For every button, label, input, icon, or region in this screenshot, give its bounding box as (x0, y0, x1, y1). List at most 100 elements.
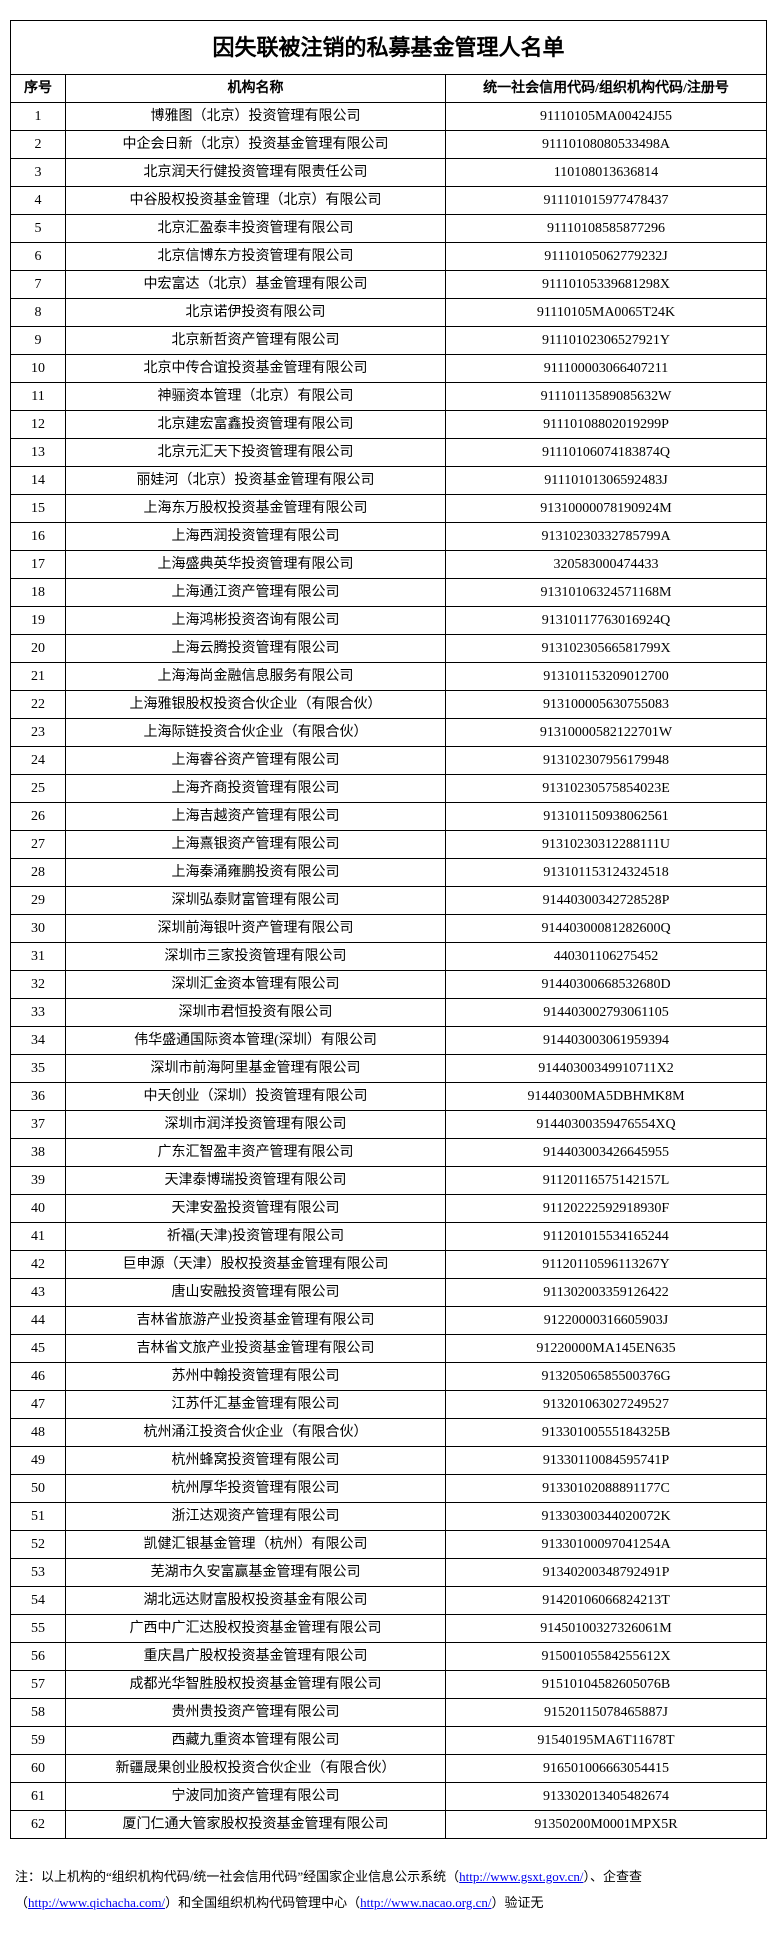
table-row: 47江苏仟汇基金管理有限公司913201063027249527 (11, 1391, 767, 1419)
cell-seq: 28 (11, 859, 66, 887)
cell-code: 916501006663054415 (446, 1755, 767, 1783)
col-header-name: 机构名称 (66, 75, 446, 103)
table-row: 53芜湖市久安富赢基金管理有限公司91340200348792491P (11, 1559, 767, 1587)
table-row: 58贵州贵投资产管理有限公司91520115078465887J (11, 1699, 767, 1727)
table-row: 8北京诺伊投资有限公司91110105MA0065T24K (11, 299, 767, 327)
cell-code: 91310230312288111U (446, 831, 767, 859)
table-row: 1博雅图（北京）投资管理有限公司91110105MA00424J55 (11, 103, 767, 131)
cell-seq: 26 (11, 803, 66, 831)
table-row: 7中宏富达（北京）基金管理有限公司91110105339681298X (11, 271, 767, 299)
cell-code: 91500105584255612X (446, 1643, 767, 1671)
cell-seq: 61 (11, 1783, 66, 1811)
cell-code: 440301106275452 (446, 943, 767, 971)
deregistered-fund-managers-table: 因失联被注销的私募基金管理人名单 序号 机构名称 统一社会信用代码/组织机构代码… (10, 20, 767, 1839)
cell-code: 91220000MA145EN635 (446, 1335, 767, 1363)
cell-code: 91440300MA5DBHMK8M (446, 1083, 767, 1111)
cell-name: 湖北远达财富股权投资基金有限公司 (66, 1587, 446, 1615)
cell-name: 杭州蜂窝投资管理有限公司 (66, 1447, 446, 1475)
table-row: 54湖北远达财富股权投资基金有限公司91420106066824213T (11, 1587, 767, 1615)
table-row: 48杭州涌江投资合伙企业（有限合伙）91330100555184325B (11, 1419, 767, 1447)
table-row: 32深圳汇金资本管理有限公司91440300668532680D (11, 971, 767, 999)
table-row: 44吉林省旅游产业投资基金管理有限公司91220000316605903J (11, 1307, 767, 1335)
table-row: 52凯健汇银基金管理（杭州）有限公司91330100097041254A (11, 1531, 767, 1559)
footnote-link-gsxt[interactable]: http://www.gsxt.gov.cn/ (459, 1869, 583, 1884)
cell-seq: 45 (11, 1335, 66, 1363)
cell-code: 91110102306527921Y (446, 327, 767, 355)
cell-seq: 12 (11, 411, 66, 439)
cell-name: 江苏仟汇基金管理有限公司 (66, 1391, 446, 1419)
cell-code: 91350200M0001MPX5R (446, 1811, 767, 1839)
cell-seq: 32 (11, 971, 66, 999)
cell-seq: 37 (11, 1111, 66, 1139)
table-row: 40天津安盈投资管理有限公司91120222592918930F (11, 1195, 767, 1223)
cell-code: 91110108080533498A (446, 131, 767, 159)
cell-seq: 58 (11, 1699, 66, 1727)
table-row: 24上海睿谷资产管理有限公司913102307956179948 (11, 747, 767, 775)
cell-seq: 19 (11, 607, 66, 635)
cell-code: 91440300668532680D (446, 971, 767, 999)
cell-name: 北京诺伊投资有限公司 (66, 299, 446, 327)
cell-code: 91420106066824213T (446, 1587, 767, 1615)
cell-name: 宁波同加资产管理有限公司 (66, 1783, 446, 1811)
table-row: 33深圳市君恒投资有限公司914403002793061105 (11, 999, 767, 1027)
cell-code: 91440300342728528P (446, 887, 767, 915)
table-row: 6北京信博东方投资管理有限公司91110105062779232J (11, 243, 767, 271)
cell-name: 中宏富达（北京）基金管理有限公司 (66, 271, 446, 299)
cell-seq: 43 (11, 1279, 66, 1307)
footnote-link-qichacha[interactable]: http://www.qichacha.com/ (28, 1895, 165, 1910)
cell-code: 913100005630755083 (446, 691, 767, 719)
cell-name: 唐山安融投资管理有限公司 (66, 1279, 446, 1307)
cell-name: 上海际链投资合伙企业（有限合伙） (66, 719, 446, 747)
cell-name: 上海西润投资管理有限公司 (66, 523, 446, 551)
table-row: 22上海雅银股权投资合伙企业（有限合伙）913100005630755083 (11, 691, 767, 719)
table-row: 28上海秦涌雍鹏投资有限公司913101153124324518 (11, 859, 767, 887)
col-header-code: 统一社会信用代码/组织机构代码/注册号 (446, 75, 767, 103)
table-row: 16上海西润投资管理有限公司91310230332785799A (11, 523, 767, 551)
table-row: 31深圳市三家投资管理有限公司440301106275452 (11, 943, 767, 971)
table-row: 38广东汇智盈丰资产管理有限公司914403003426645955 (11, 1139, 767, 1167)
table-row: 15上海东万股权投资基金管理有限公司91310000078190924M (11, 495, 767, 523)
cell-name: 中天创业（深圳）投资管理有限公司 (66, 1083, 446, 1111)
cell-code: 91440300359476554XQ (446, 1111, 767, 1139)
cell-seq: 33 (11, 999, 66, 1027)
cell-seq: 7 (11, 271, 66, 299)
cell-code: 91310117763016924Q (446, 607, 767, 635)
table-row: 23上海际链投资合伙企业（有限合伙）91310000582122701W (11, 719, 767, 747)
cell-name: 广东汇智盈丰资产管理有限公司 (66, 1139, 446, 1167)
footnote-suffix: ）验证无 (492, 1895, 544, 1910)
footnote-link-nacao[interactable]: http://www.nacao.org.cn/ (360, 1895, 491, 1910)
cell-seq: 52 (11, 1531, 66, 1559)
cell-name: 北京汇盈泰丰投资管理有限公司 (66, 215, 446, 243)
cell-seq: 13 (11, 439, 66, 467)
cell-name: 深圳汇金资本管理有限公司 (66, 971, 446, 999)
table-row: 41祈福(天津)投资管理有限公司911201015534165244 (11, 1223, 767, 1251)
header-row: 序号 机构名称 统一社会信用代码/组织机构代码/注册号 (11, 75, 767, 103)
table-row: 3北京润天行健投资管理有限责任公司110108013636814 (11, 159, 767, 187)
cell-code: 91110108802019299P (446, 411, 767, 439)
cell-seq: 53 (11, 1559, 66, 1587)
cell-name: 上海吉越资产管理有限公司 (66, 803, 446, 831)
cell-seq: 46 (11, 1363, 66, 1391)
cell-seq: 54 (11, 1587, 66, 1615)
cell-seq: 22 (11, 691, 66, 719)
cell-name: 上海通江资产管理有限公司 (66, 579, 446, 607)
table-row: 5北京汇盈泰丰投资管理有限公司91110108585877296 (11, 215, 767, 243)
cell-seq: 21 (11, 663, 66, 691)
cell-seq: 10 (11, 355, 66, 383)
cell-seq: 35 (11, 1055, 66, 1083)
table-row: 26上海吉越资产管理有限公司913101150938062561 (11, 803, 767, 831)
cell-code: 913102307956179948 (446, 747, 767, 775)
cell-name: 北京元汇天下投资管理有限公司 (66, 439, 446, 467)
cell-seq: 62 (11, 1811, 66, 1839)
cell-code: 91310000582122701W (446, 719, 767, 747)
table-row: 12北京建宏富鑫投资管理有限公司91110108802019299P (11, 411, 767, 439)
title-row: 因失联被注销的私募基金管理人名单 (11, 21, 767, 75)
cell-code: 911201015534165244 (446, 1223, 767, 1251)
cell-name: 广西中广汇达股权投资基金管理有限公司 (66, 1615, 446, 1643)
cell-seq: 2 (11, 131, 66, 159)
cell-code: 91330300344020072K (446, 1503, 767, 1531)
cell-seq: 44 (11, 1307, 66, 1335)
cell-seq: 9 (11, 327, 66, 355)
table-row: 43唐山安融投资管理有限公司911302003359126422 (11, 1279, 767, 1307)
cell-code: 913101150938062561 (446, 803, 767, 831)
